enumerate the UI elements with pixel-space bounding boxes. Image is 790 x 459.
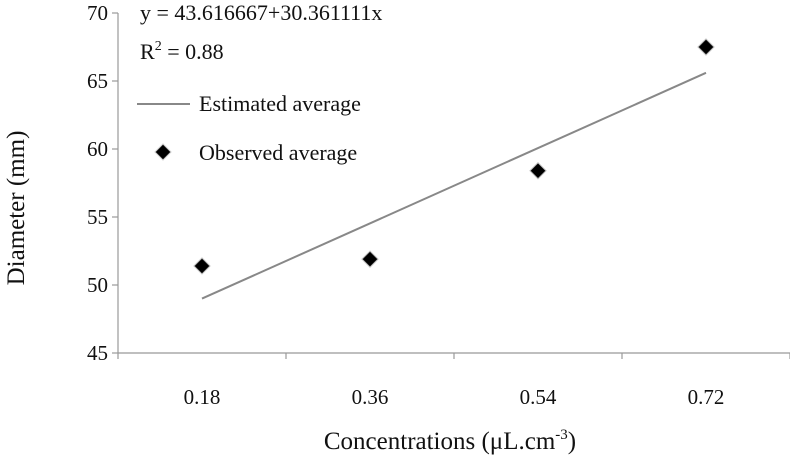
y-tick-label: 70 <box>87 1 108 25</box>
legend-label-observed: Observed average <box>199 140 357 165</box>
r-squared-superscript: 2 <box>155 39 162 54</box>
x-axis-title-superscript: -3 <box>555 427 568 443</box>
x-axis-title-end: ) <box>568 428 576 455</box>
observed-point <box>529 162 547 180</box>
legend: Estimated average Observed average <box>137 91 361 165</box>
y-tick-label: 45 <box>87 341 108 365</box>
y-tick-label: 65 <box>87 69 108 93</box>
y-tick-label: 60 <box>87 137 108 161</box>
legend-label-estimated: Estimated average <box>199 91 361 116</box>
y-axis-title: Diameter (mm) <box>3 131 30 286</box>
x-tick-label: 0.18 <box>184 385 221 409</box>
x-tick-label: 0.72 <box>688 385 725 409</box>
x-axis-title: Concentrations (μL.cm-3) <box>324 427 576 455</box>
y-axis-ticks: 45 50 55 60 65 70 <box>87 1 118 365</box>
estimated-trend-line <box>201 71 707 300</box>
x-axis-title-main: Concentrations (μL.cm <box>324 428 556 455</box>
x-tick-label: 0.54 <box>520 385 557 409</box>
y-tick-label: 50 <box>87 273 108 297</box>
observed-point <box>361 250 379 268</box>
estimated-series <box>201 71 707 300</box>
r-squared-label: R <box>140 39 155 64</box>
r-squared-value: = 0.88 <box>162 39 224 64</box>
x-axis-ticks: 0.18 0.36 0.54 0.72 <box>117 353 790 409</box>
axes <box>117 13 790 354</box>
x-tick-label: 0.36 <box>352 385 389 409</box>
observed-series <box>193 38 715 275</box>
legend-diamond-swatch <box>154 143 172 161</box>
observed-point <box>697 38 715 56</box>
y-tick-label: 55 <box>87 205 108 229</box>
observed-point <box>193 257 211 275</box>
regression-equation: y = 43.616667+30.361111x <box>140 0 382 25</box>
r-squared-annotation: R2 = 0.88 <box>140 39 224 64</box>
